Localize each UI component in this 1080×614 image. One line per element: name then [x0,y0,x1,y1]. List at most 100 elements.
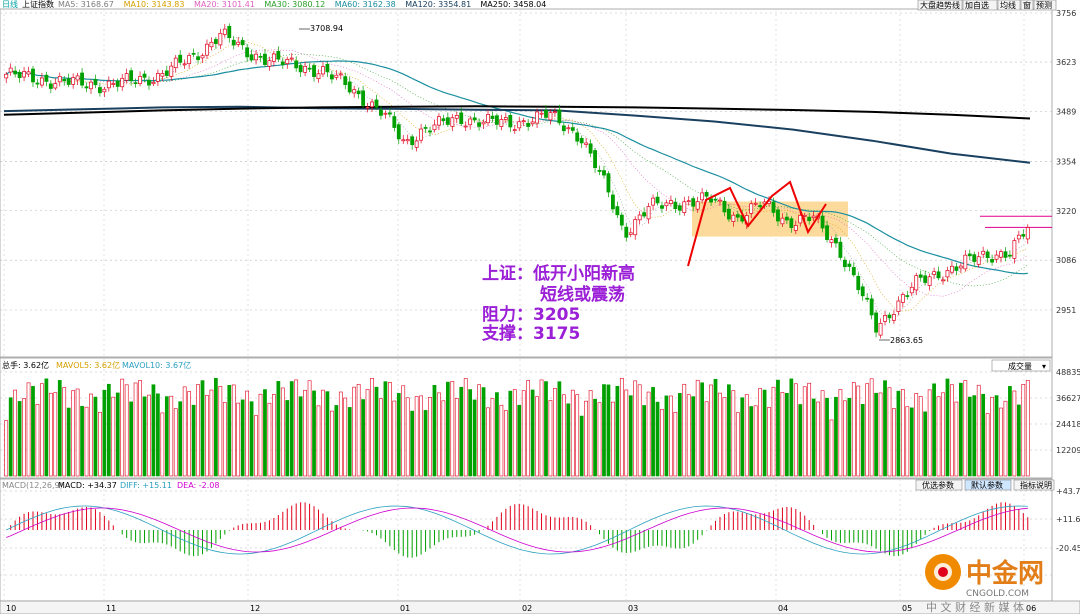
candle-body [548,112,553,121]
volume-bar [834,396,838,477]
candle-body [936,271,941,279]
candle-body [276,50,281,60]
candle-body [892,314,896,321]
volume-bar [263,389,267,477]
volume-bar [838,389,843,477]
candle-body [753,202,758,205]
candle-body [673,201,678,209]
volume-bar [245,390,249,477]
toolbar-button[interactable] [1020,0,1034,11]
macd-tick-label: -20.45 [1056,544,1080,553]
volume-bar [40,383,44,477]
volume-bar [93,396,98,477]
toolbar-button[interactable] [997,0,1021,11]
candle-body [441,118,446,121]
volume-bar [691,396,696,477]
candle-body [677,205,682,211]
candle-body [597,170,602,172]
volume-bar [396,393,401,477]
volume-dropdown[interactable] [991,359,1051,372]
candle-body [820,215,825,229]
mavol5-label: MAVOL5: 3.62亿 [56,360,120,370]
volume-bar [124,384,129,477]
candle-body [789,218,794,228]
volume-bar [142,396,147,477]
volume-bar [878,392,883,477]
volume-bar [1008,386,1012,477]
candle-body [120,77,125,88]
volume-bar [490,398,495,477]
toolbar-button[interactable] [962,0,998,11]
volume-bar [169,395,174,477]
macd-param-button[interactable] [915,479,963,491]
volume-bar [994,395,999,477]
volume-bar [468,389,473,477]
volume-bar [972,395,977,477]
candle-body [718,199,722,202]
volume-bar [437,392,441,477]
candle-body [468,118,473,126]
candle-body [570,127,575,131]
candle-body [151,81,156,85]
candle-body [160,73,165,77]
macd-tick-label: +43.71 [1056,487,1080,496]
candle-body [178,54,183,63]
volume-bar [544,381,548,477]
volume-bar [816,401,820,477]
candle-body [289,57,294,60]
volume-bar [860,403,865,477]
candle-body [133,82,138,85]
candle-body [512,129,517,131]
volume-bar [958,382,963,477]
candle-body [365,106,370,109]
volume-bar [700,382,704,477]
volume-tick-label: 12209 [1056,446,1080,455]
candle-body [245,47,250,58]
candle-body [169,65,174,77]
macd-param-button[interactable] [964,479,1012,491]
volume-bar [4,420,9,477]
volume-bar [744,394,749,477]
candle-body [218,32,223,46]
volume-bar [843,400,847,477]
volume-bar [392,400,397,477]
annotation-line2: 短线或震荡 [540,284,625,305]
candle-body [829,239,834,243]
volume-bar [753,405,758,477]
macd-param-button[interactable] [1013,479,1055,491]
ma5-line [6,36,1029,322]
candle-body [588,143,593,154]
candle-body [93,79,98,86]
volume-bar [615,385,620,477]
volume-bar [80,405,84,477]
volume-bar [642,405,646,477]
volume-bar [423,410,428,477]
volume-bar [945,378,950,477]
ma-legend-item: MA250: 3458.04 [480,0,546,9]
volume-bar [967,396,972,477]
candle-body [749,203,754,214]
candle-body [958,265,963,269]
candle-body [35,82,40,85]
candle-body [950,265,954,273]
volume-bar [370,378,374,477]
volume-bar [182,386,187,477]
volume-bar [575,394,580,477]
candle-body [646,206,651,220]
candle-body [419,128,424,141]
ma250-line [3,105,1031,120]
volume-tick-label: 24418 [1056,420,1080,429]
candle-body [48,83,53,89]
ma120-line [3,105,1031,164]
volume-bar [365,389,370,477]
annotation-line4: 支撑：3175 [482,323,580,344]
candle-body [651,197,655,206]
volume-bar [651,387,655,477]
volume-bar [548,400,553,477]
volume-bar [785,392,789,477]
volume-bar [227,384,232,477]
toolbar-button[interactable] [917,0,963,11]
macd-param-button-label: 指标说明 [1020,480,1052,490]
toolbar-button[interactable] [1033,0,1057,11]
